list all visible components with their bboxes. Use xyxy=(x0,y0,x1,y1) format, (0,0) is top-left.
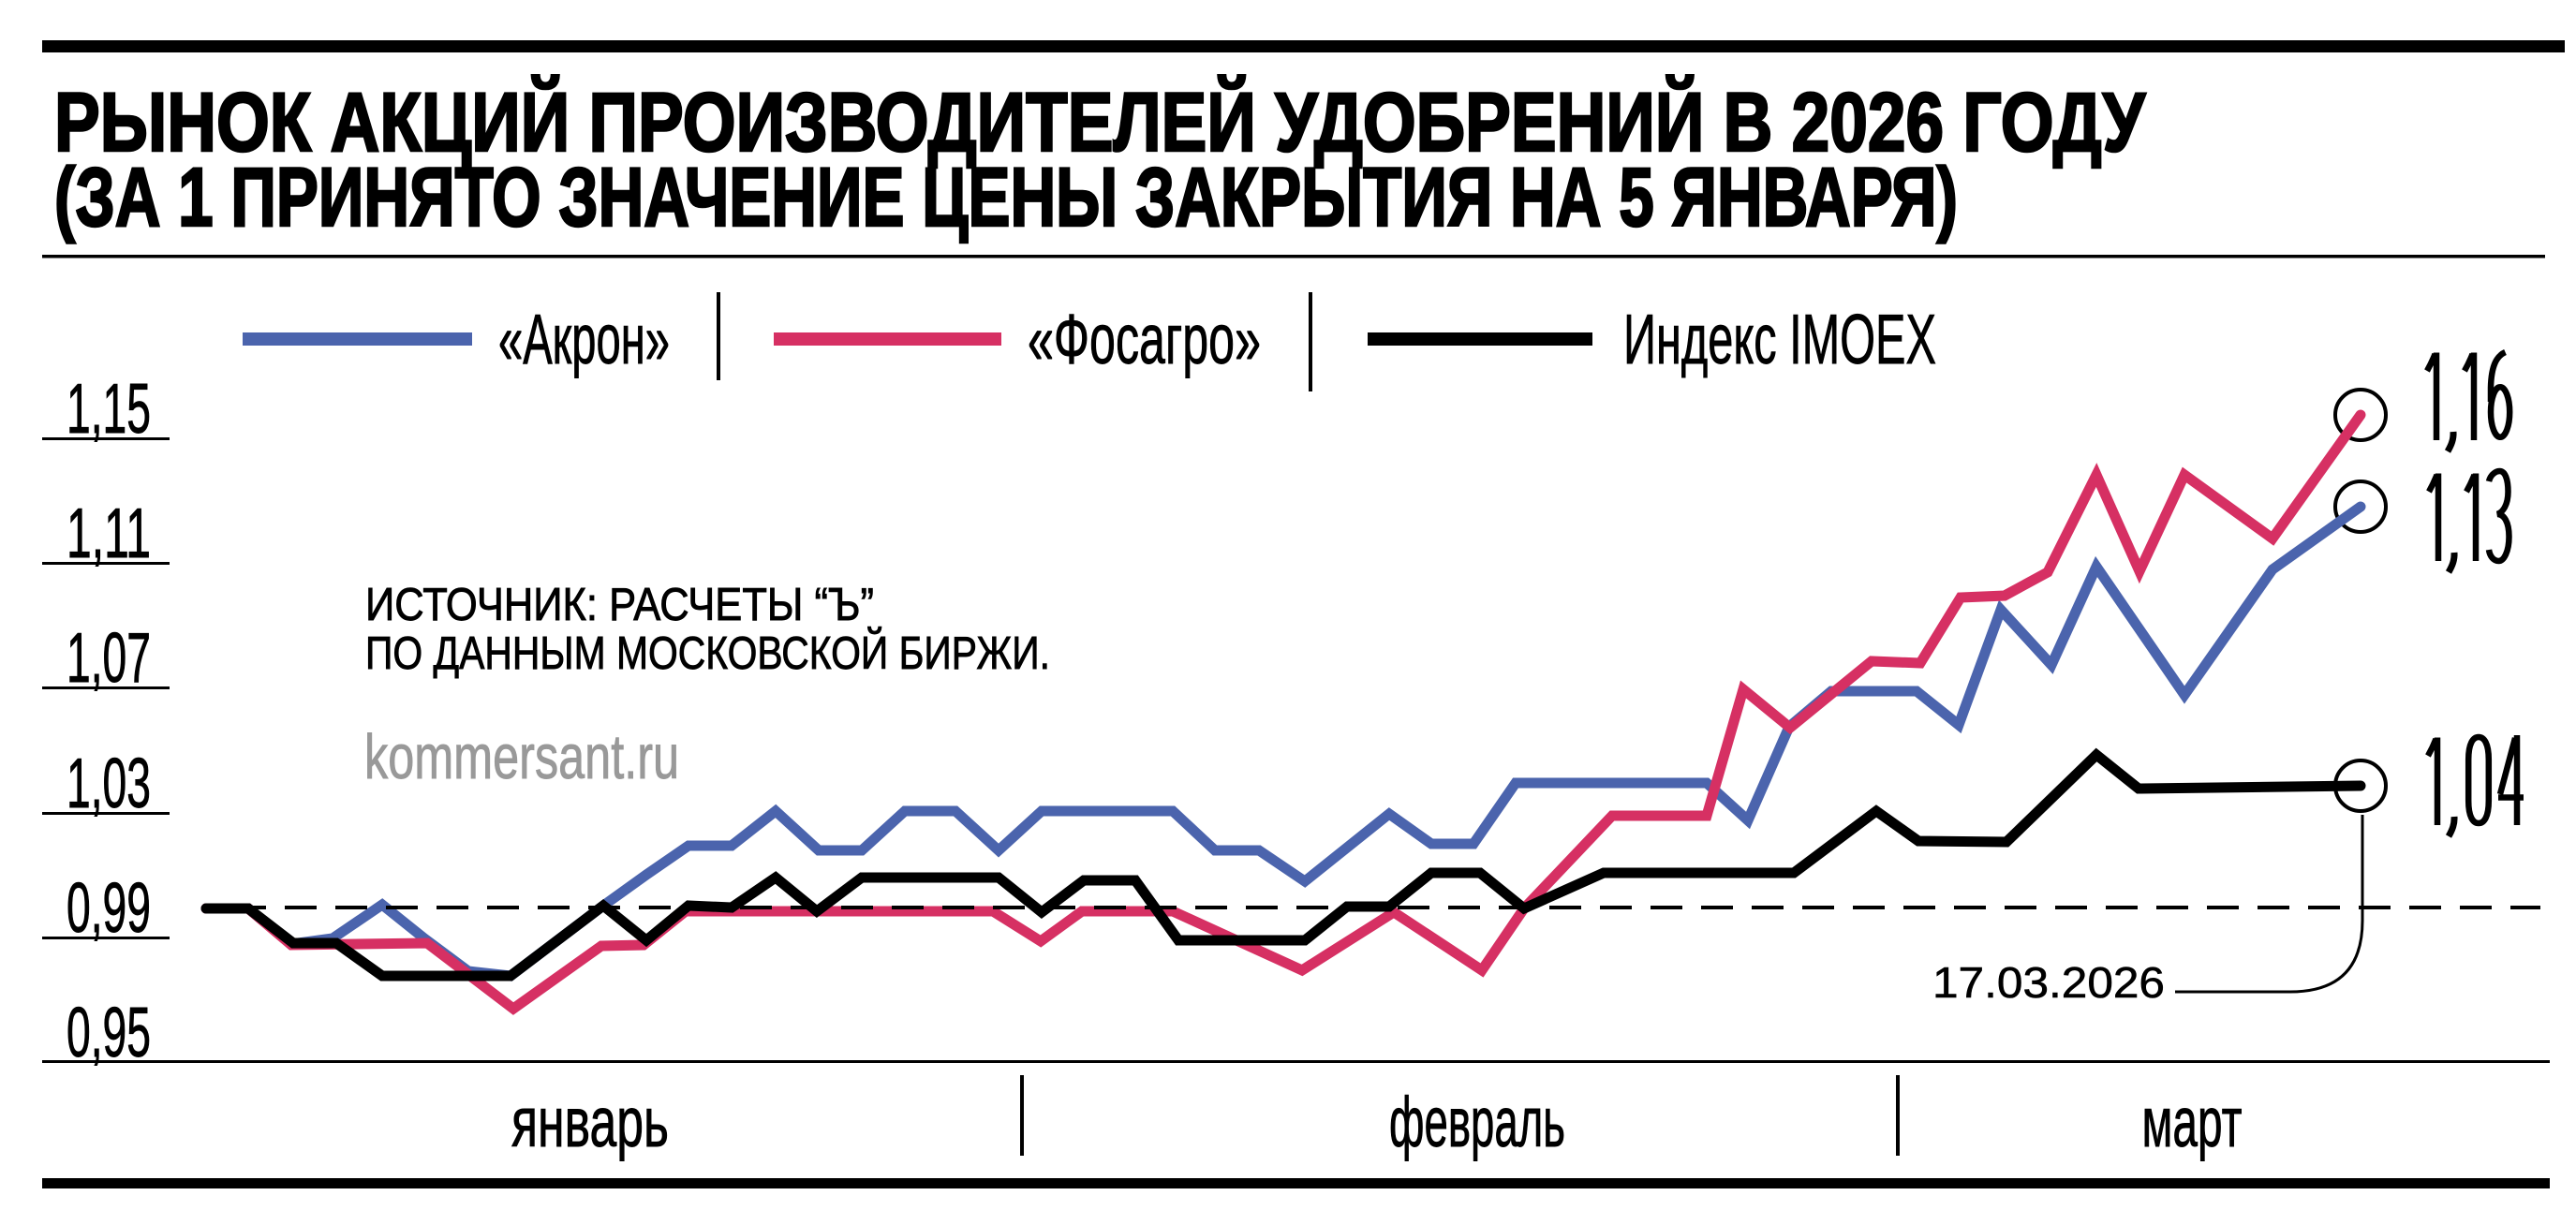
svg-text:1,03: 1,03 xyxy=(67,744,151,822)
svg-text:«Акрон»: «Акрон» xyxy=(498,300,670,378)
svg-text:февраль: февраль xyxy=(1389,1083,1565,1161)
svg-text:0,95: 0,95 xyxy=(67,993,151,1071)
svg-text:январь: январь xyxy=(511,1083,669,1161)
svg-text:март: март xyxy=(2142,1083,2243,1161)
svg-text:ИСТОЧНИК: РАСЧЕТЫ “Ъ”: ИСТОЧНИК: РАСЧЕТЫ “Ъ” xyxy=(365,580,874,630)
svg-text:1,07: 1,07 xyxy=(67,618,151,697)
svg-text:1,11: 1,11 xyxy=(67,494,151,572)
svg-text:0,99: 0,99 xyxy=(67,868,151,947)
svg-text:1,15: 1,15 xyxy=(67,369,151,448)
svg-text:Индекс IMOEX: Индекс IMOEX xyxy=(1623,300,1936,378)
svg-text:«Фосагро»: «Фосагро» xyxy=(1028,300,1261,378)
svg-text:kommersant.ru: kommersant.ru xyxy=(364,722,679,792)
svg-text:(ЗА 1 ПРИНЯТО ЗНАЧЕНИЕ ЦЕНЫ ЗА: (ЗА 1 ПРИНЯТО ЗНАЧЕНИЕ ЦЕНЫ ЗАКРЫТИЯ НА … xyxy=(54,150,1958,244)
svg-text:РЫНОК АКЦИЙ ПРОИЗВОДИТЕЛЕЙ УДО: РЫНОК АКЦИЙ ПРОИЗВОДИТЕЛЕЙ УДОБРЕНИЙ В 2… xyxy=(54,75,2146,169)
svg-text:17.03.2026: 17.03.2026 xyxy=(1932,958,2165,1007)
svg-text:ПО ДАННЫМ МОСКОВСКОЙ БИРЖИ.: ПО ДАННЫМ МОСКОВСКОЙ БИРЖИ. xyxy=(365,627,1050,679)
